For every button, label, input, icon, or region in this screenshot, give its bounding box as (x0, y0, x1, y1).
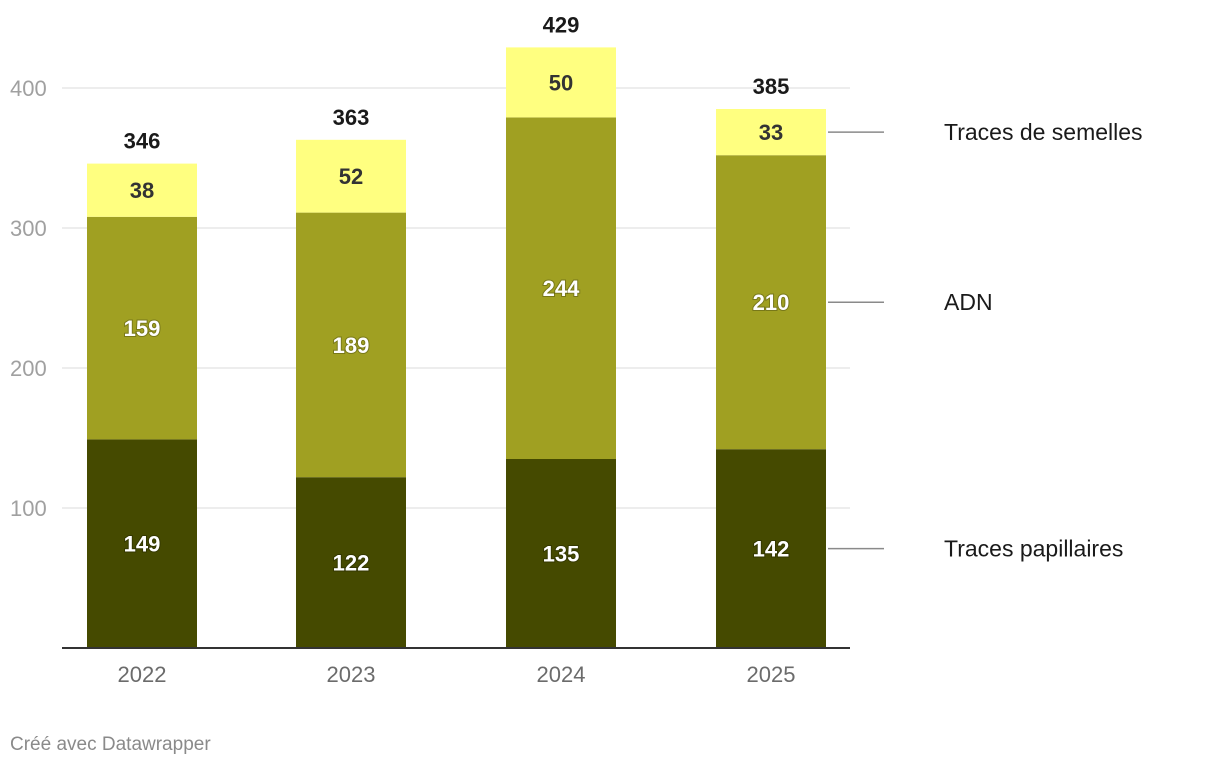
segment-value-label: 38 (130, 178, 154, 203)
segment-value-label: 135 (543, 542, 580, 567)
bar-2024-traces-papillaires (506, 459, 616, 648)
legend-label-traces-de-semelles: Traces de semelles (944, 119, 1143, 145)
x-tick-label-2023: 2023 (327, 662, 376, 687)
bar-2025-adn (716, 155, 826, 450)
bar-2025-traces-papillaires (716, 449, 826, 648)
bar-2023-traces-papillaires (296, 477, 406, 648)
y-tick-label-100: 100 (10, 496, 47, 521)
segment-value-label: 149 (124, 532, 161, 557)
total-label-2024: 429 (543, 12, 580, 37)
bar-2025-traces-de-semelles (716, 109, 826, 156)
y-tick-label-400: 400 (10, 76, 47, 101)
bar-2024-adn (506, 117, 616, 460)
bar-2022-traces-papillaires (87, 439, 197, 648)
bar-2024-traces-de-semelles (506, 47, 616, 118)
segment-value-label: 210 (753, 290, 790, 315)
segment-value-label: 189 (333, 333, 370, 358)
segment-value-label: 159 (124, 316, 161, 341)
total-label-2025: 385 (753, 74, 790, 99)
segment-value-label: 52 (339, 164, 363, 189)
segment-value-label: 122 (333, 551, 370, 576)
bar-2022-adn (87, 216, 197, 440)
bar-2022-traces-de-semelles (87, 163, 197, 217)
credit-text: Créé avec Datawrapper (10, 734, 211, 755)
x-tick-label-2024: 2024 (537, 662, 586, 687)
bar-2023-traces-de-semelles (296, 139, 406, 213)
legend-label-adn: ADN (944, 289, 993, 315)
total-label-2023: 363 (333, 105, 370, 130)
x-tick-label-2025: 2025 (747, 662, 796, 687)
segment-value-label: 33 (759, 120, 783, 145)
bar-2023-adn (296, 212, 406, 478)
total-label-2022: 346 (124, 129, 161, 154)
y-tick-label-200: 200 (10, 356, 47, 381)
x-tick-label-2022: 2022 (118, 662, 167, 687)
segment-value-label: 244 (543, 276, 580, 301)
y-tick-label-300: 300 (10, 216, 47, 241)
segment-value-label: 50 (549, 70, 573, 95)
segment-value-label: 142 (753, 537, 790, 562)
legend-label-traces-papillaires: Traces papillaires (944, 536, 1123, 562)
